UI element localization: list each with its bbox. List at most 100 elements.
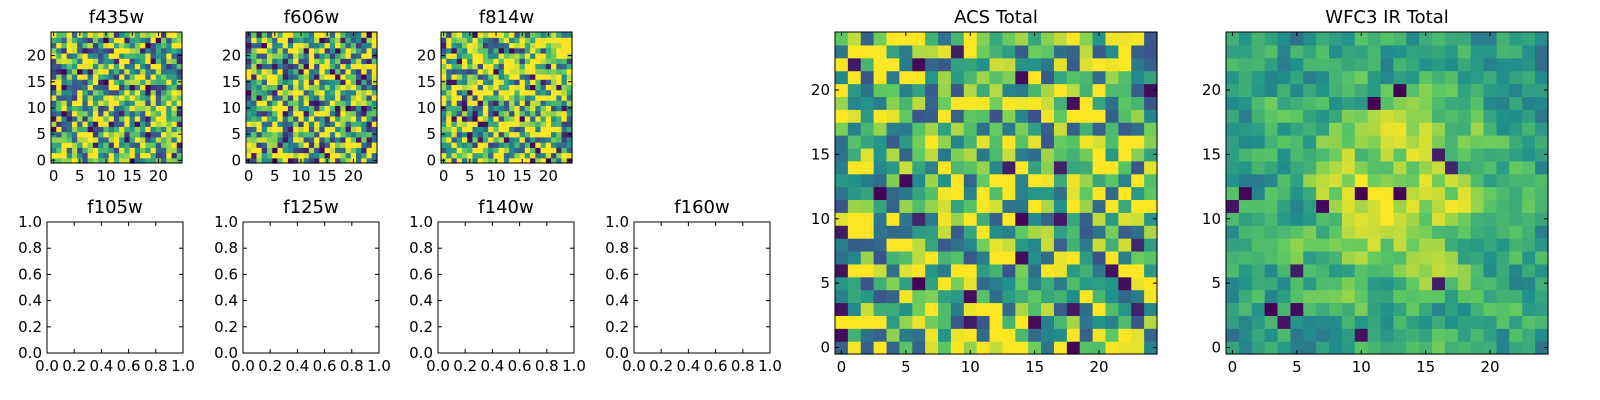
heatmap-cell: [1341, 186, 1356, 201]
heatmap-cell: [472, 68, 479, 75]
heatmap-cell: [545, 115, 552, 122]
heatmap-cell: [87, 157, 94, 164]
heatmap-cell: [366, 94, 373, 101]
heatmap-cell: [493, 121, 500, 127]
heatmap-cell: [361, 68, 368, 75]
heatmap-cell: [113, 94, 120, 101]
heatmap-cell: [345, 68, 352, 75]
heatmap-cell: [266, 157, 273, 164]
heatmap-cell: [176, 100, 183, 106]
heatmap-cell: [503, 63, 510, 70]
heatmap-cell: [366, 121, 373, 127]
axes-frame: [245, 31, 378, 164]
heatmap-cell: [176, 121, 183, 127]
heatmap-cell: [524, 84, 531, 91]
heatmap-cell: [963, 250, 978, 265]
heatmap-cell: [129, 79, 136, 85]
heatmap-cell: [1393, 173, 1407, 188]
y-tick-label: 0.4: [18, 292, 42, 310]
heatmap-cell: [963, 199, 978, 213]
heatmap-cell: [272, 121, 279, 127]
heatmap-cell: [103, 152, 110, 159]
heatmap-cell: [1053, 315, 1068, 329]
heatmap-cell: [261, 126, 268, 133]
heatmap-cell: [1354, 186, 1369, 201]
heatmap-cell: [329, 105, 336, 112]
heatmap-cell: [113, 32, 120, 38]
heatmap-cell: [1522, 302, 1536, 316]
heatmap-cell: [1470, 302, 1485, 316]
heatmap-cell: [298, 121, 305, 127]
heatmap-cell: [1535, 212, 1549, 226]
heatmap-cell: [1251, 276, 1266, 291]
heatmap-cell: [514, 37, 521, 44]
heatmap-cell: [456, 73, 463, 80]
heatmap-cell: [366, 68, 373, 75]
heatmap-cell: [77, 94, 84, 101]
heatmap-cell: [66, 121, 73, 127]
heatmap-cell: [451, 110, 458, 117]
heatmap-cell: [272, 47, 279, 54]
heatmap-cell: [350, 152, 357, 159]
heatmap-cell: [140, 42, 146, 49]
heatmap-cell: [503, 42, 510, 49]
heatmap-cell: [1277, 173, 1291, 188]
heatmap-cell: [938, 263, 952, 278]
y-tick-label: 1.0: [605, 213, 629, 231]
heatmap-cell: [551, 100, 557, 106]
heatmap-cell: [113, 79, 120, 85]
heatmap-cell: [56, 63, 63, 70]
heatmap-cell: [524, 121, 531, 127]
heatmap-cell: [1522, 289, 1536, 304]
heatmap-cell: [251, 68, 258, 75]
heatmap-cell: [1251, 225, 1266, 239]
heatmap-cell: [98, 100, 104, 106]
heatmap-cell: [256, 89, 263, 96]
heatmap-cell: [1041, 147, 1055, 162]
heatmap-cell: [873, 57, 888, 72]
heatmap-cell: [498, 63, 505, 70]
heatmap-cell: [282, 73, 289, 80]
heatmap-cell: [340, 73, 347, 80]
heatmap-cell: [1496, 315, 1510, 329]
heatmap-cell: [1367, 147, 1382, 162]
heatmap-cell: [155, 89, 162, 96]
heatmap-cell: [535, 52, 542, 59]
heatmap-cell: [314, 37, 320, 44]
heatmap-cell: [1329, 315, 1343, 329]
heatmap-cell: [176, 115, 183, 122]
heatmap-cell: [1341, 32, 1356, 46]
heatmap-cell: [1238, 147, 1253, 162]
heatmap-cell: [899, 135, 913, 149]
heatmap-cell: [282, 147, 289, 154]
heatmap-cell: [467, 37, 474, 44]
heatmap-cell: [1496, 225, 1510, 239]
heatmap-cell: [251, 89, 258, 96]
heatmap-cell: [361, 58, 368, 65]
heatmap-cell: [129, 152, 136, 159]
heatmap-cell: [488, 136, 494, 143]
heatmap-cell: [1535, 289, 1549, 304]
heatmap-cell: [350, 136, 357, 143]
heatmap-cell: [314, 152, 320, 159]
heatmap-cell: [1380, 173, 1395, 188]
y-tick-label: 15: [811, 145, 830, 163]
heatmap-cell: [92, 142, 99, 148]
heatmap-cell: [899, 276, 913, 291]
heatmap-cell: [503, 68, 510, 75]
heatmap-cell: [1066, 238, 1081, 252]
heatmap-cell: [514, 89, 521, 96]
heatmap-cell: [56, 79, 63, 85]
heatmap-cell: [98, 68, 104, 75]
heatmap-cell: [524, 157, 531, 164]
heatmap-cell: [556, 110, 563, 117]
heatmap-cell: [1419, 57, 1433, 72]
heatmap-cell: [451, 94, 458, 101]
heatmap-cell: [1522, 238, 1536, 252]
heatmap-cell: [71, 147, 78, 154]
heatmap-cell: [356, 47, 362, 54]
heatmap-cell: [1522, 186, 1536, 201]
heatmap-cell: [1509, 83, 1523, 97]
heatmap-cell: [493, 68, 500, 75]
heatmap-cell: [287, 37, 294, 44]
